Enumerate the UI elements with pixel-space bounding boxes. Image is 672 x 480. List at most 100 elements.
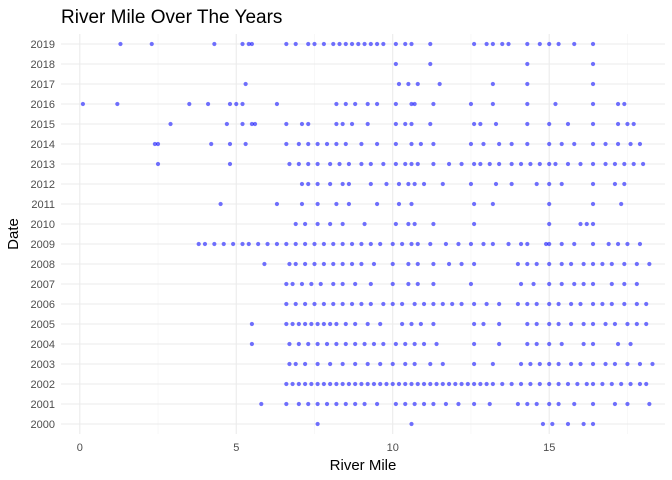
data-point: [525, 141, 530, 147]
data-point: [284, 41, 289, 47]
data-point: [590, 141, 596, 147]
data-point: [644, 381, 649, 387]
data-point: [481, 241, 486, 247]
data-point: [559, 341, 564, 347]
data-point: [334, 201, 339, 207]
data-point: [490, 41, 495, 47]
data-point: [381, 301, 386, 307]
data-point: [406, 81, 411, 87]
data-point: [619, 381, 624, 387]
data-point: [528, 381, 533, 387]
y-tick-label: 2002: [31, 379, 55, 391]
data-point: [415, 281, 420, 287]
data-point: [315, 361, 320, 367]
data-point: [415, 81, 420, 87]
data-point: [409, 101, 414, 107]
grid-lines: [61, 34, 665, 434]
data-point: [497, 341, 502, 347]
data-point: [615, 241, 621, 247]
data-point: [609, 301, 614, 307]
data-point: [415, 161, 420, 167]
data-point: [590, 241, 596, 247]
data-point: [431, 401, 436, 407]
data-point: [265, 241, 270, 247]
data-point: [371, 381, 377, 387]
data-point: [528, 361, 533, 367]
data-point: [569, 321, 574, 327]
data-point: [547, 381, 552, 387]
data-point: [365, 101, 370, 107]
data-point: [315, 341, 320, 347]
data-point: [406, 221, 411, 227]
data-point: [428, 241, 433, 247]
data-point: [440, 301, 445, 307]
data-point: [603, 141, 608, 147]
data-point: [556, 381, 561, 387]
data-point: [578, 221, 583, 227]
data-point: [446, 381, 452, 387]
data-point: [525, 241, 530, 247]
data-point: [437, 81, 442, 87]
data-point: [331, 301, 336, 307]
data-point: [340, 301, 345, 307]
data-point: [525, 121, 530, 127]
data-point: [328, 381, 333, 387]
data-point: [290, 321, 295, 327]
y-tick-label: 2000: [31, 419, 55, 431]
data-point: [240, 101, 245, 107]
data-point: [284, 401, 289, 407]
data-point: [581, 321, 586, 327]
data-point: [531, 281, 536, 287]
data-point: [584, 221, 589, 227]
data-point: [334, 141, 339, 147]
data-point: [287, 161, 292, 167]
data-point: [393, 41, 398, 47]
data-point: [412, 181, 417, 187]
data-point: [374, 201, 380, 207]
data-point: [412, 101, 417, 107]
data-point: [406, 261, 411, 267]
data-point: [525, 61, 530, 67]
data-point: [471, 161, 477, 167]
data-point: [393, 141, 398, 147]
data-point: [368, 181, 373, 187]
data-point: [296, 381, 301, 387]
x-tick-label: 5: [233, 442, 239, 454]
data-point: [634, 281, 639, 287]
data-point: [403, 41, 408, 47]
data-point: [343, 341, 348, 347]
data-point: [471, 261, 477, 267]
data-point: [303, 381, 308, 387]
data-point: [468, 281, 474, 287]
y-tick-label: 2016: [31, 99, 55, 111]
data-point: [403, 121, 408, 127]
data-point: [471, 121, 477, 127]
data-point: [359, 261, 364, 267]
data-point: [525, 261, 530, 267]
data-point: [393, 121, 398, 127]
data-point: [547, 221, 552, 227]
data-point: [240, 241, 245, 247]
data-point: [622, 281, 627, 287]
data-point: [490, 361, 495, 367]
data-point: [290, 281, 295, 287]
data-point: [431, 281, 436, 287]
data-point: [293, 221, 298, 227]
data-point: [590, 181, 596, 187]
data-point: [306, 181, 311, 187]
data-point: [556, 361, 561, 367]
data-point: [249, 341, 255, 347]
data-point: [481, 321, 486, 327]
data-point: [581, 261, 586, 267]
y-tick-label: 2001: [31, 399, 55, 411]
data-point: [306, 141, 311, 147]
data-point: [559, 181, 564, 187]
data-point: [384, 181, 389, 187]
data-point: [628, 381, 633, 387]
chart-title: River Mile Over The Years: [61, 7, 282, 28]
data-point: [340, 361, 345, 367]
data-point: [362, 41, 367, 47]
data-point: [374, 101, 380, 107]
data-point: [525, 341, 530, 347]
data-point: [349, 241, 355, 247]
